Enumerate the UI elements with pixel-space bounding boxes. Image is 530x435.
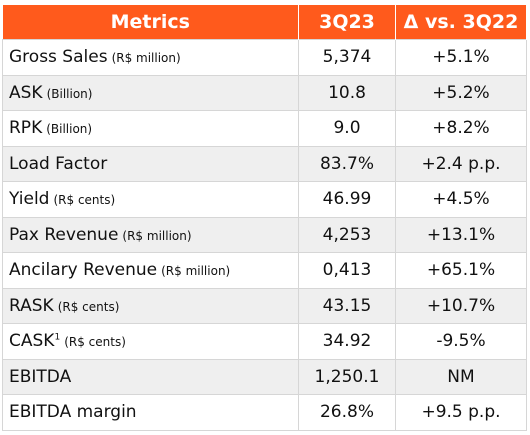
metric-label: Yield — [9, 189, 50, 210]
table-row: Pax Revenue (R$ million) 4,253 +13.1% — [2, 216, 527, 253]
table-row: RPK (Billion) 9.0 +8.2% — [2, 110, 527, 147]
metric-label: CASK — [9, 331, 55, 352]
metric-label: EBITDA margin — [9, 402, 137, 423]
value-cell: 0,413 — [298, 252, 396, 289]
value-cell: 1,250.1 — [298, 358, 396, 395]
change-cell: +4.5% — [395, 181, 527, 218]
table-row: Load Factor 83.7% +2.4 p.p. — [2, 145, 527, 182]
metric-cell: Pax Revenue (R$ million) — [2, 216, 299, 253]
metric-cell: EBITDA — [2, 358, 299, 395]
value-cell: 46.99 — [298, 181, 396, 218]
metric-unit: (R$ million) — [161, 264, 231, 279]
change-cell: -9.5% — [395, 323, 527, 360]
value-cell: 4,253 — [298, 216, 396, 253]
value-cell: 43.15 — [298, 287, 396, 324]
metric-cell: RASK (R$ cents) — [2, 287, 299, 324]
metric-unit: (R$ million) — [122, 228, 192, 243]
metric-label: EBITDA — [9, 366, 72, 387]
metric-unit: (R$ cents) — [64, 335, 126, 350]
metric-label: Load Factor — [9, 153, 108, 174]
header-row: Metrics 3Q23 Δ vs. 3Q22 — [2, 5, 527, 40]
change-cell: +13.1% — [395, 216, 527, 253]
table-row: EBITDA margin 26.8% +9.5 p.p. — [2, 394, 527, 431]
table-row: ASK (Billion) 10.8 +5.2% — [2, 74, 527, 111]
metric-unit: (Billion) — [46, 122, 93, 137]
table-body: Gross Sales (R$ million) 5,374 +5.1% ASK (Bil… — [2, 39, 527, 431]
table-row: RASK (R$ cents) 43.15 +10.7% — [2, 287, 527, 324]
change-cell: +8.2% — [395, 110, 527, 147]
table-row: Gross Sales (R$ million) 5,374 +5.1% — [2, 39, 527, 76]
value-cell: 5,374 — [298, 39, 396, 76]
metric-unit: (R$ million) — [111, 51, 181, 66]
metric-cell: ASK (Billion) — [2, 74, 299, 111]
value-cell: 83.7% — [298, 145, 396, 182]
change-cell: +10.7% — [395, 287, 527, 324]
table-row: Yield (R$ cents) 46.99 +4.5% — [2, 181, 527, 218]
metric-cell: Load Factor — [2, 145, 299, 182]
metrics-table: Metrics 3Q23 Δ vs. 3Q22 Gross Sales (R$ m… — [2, 5, 527, 431]
metric-label: Gross Sales — [9, 47, 108, 68]
value-cell: 9.0 — [298, 110, 396, 147]
metric-cell: RPK (Billion) — [2, 110, 299, 147]
change-cell: +9.5 p.p. — [395, 394, 527, 431]
change-cell: +5.2% — [395, 74, 527, 111]
metric-label: RPK — [9, 118, 43, 139]
footnote-mark: 1 — [54, 332, 61, 343]
value-cell: 10.8 — [298, 74, 396, 111]
metric-label: RASK — [9, 295, 54, 316]
header-cell: Δ vs. 3Q22 — [395, 5, 527, 40]
metric-unit: (Billion) — [46, 86, 93, 101]
metric-cell: Gross Sales (R$ million) — [2, 39, 299, 76]
metric-cell: CASK1 (R$ cents) — [2, 323, 299, 360]
change-cell: +65.1% — [395, 252, 527, 289]
table-row: CASK1 (R$ cents) 34.92 -9.5% — [2, 323, 527, 360]
metric-label: ASK — [9, 82, 43, 103]
header-cell: Metrics — [2, 5, 299, 40]
value-cell: 26.8% — [298, 394, 396, 431]
metric-cell: Yield (R$ cents) — [2, 181, 299, 218]
metric-label: Pax Revenue — [9, 224, 119, 245]
metric-cell: Ancilary Revenue (R$ million) — [2, 252, 299, 289]
metric-unit: (R$ cents) — [53, 193, 116, 208]
metric-unit: (R$ cents) — [57, 299, 120, 314]
metric-label: Ancilary Revenue — [9, 260, 158, 281]
header-cell: 3Q23 — [298, 5, 396, 40]
change-cell: NM — [395, 358, 527, 395]
metric-cell: EBITDA margin — [2, 394, 299, 431]
value-cell: 34.92 — [298, 323, 396, 360]
table-row: EBITDA 1,250.1 NM — [2, 358, 527, 395]
change-cell: +2.4 p.p. — [395, 145, 527, 182]
change-cell: +5.1% — [395, 39, 527, 76]
table-row: Ancilary Revenue (R$ million) 0,413 +65.1% — [2, 252, 527, 289]
